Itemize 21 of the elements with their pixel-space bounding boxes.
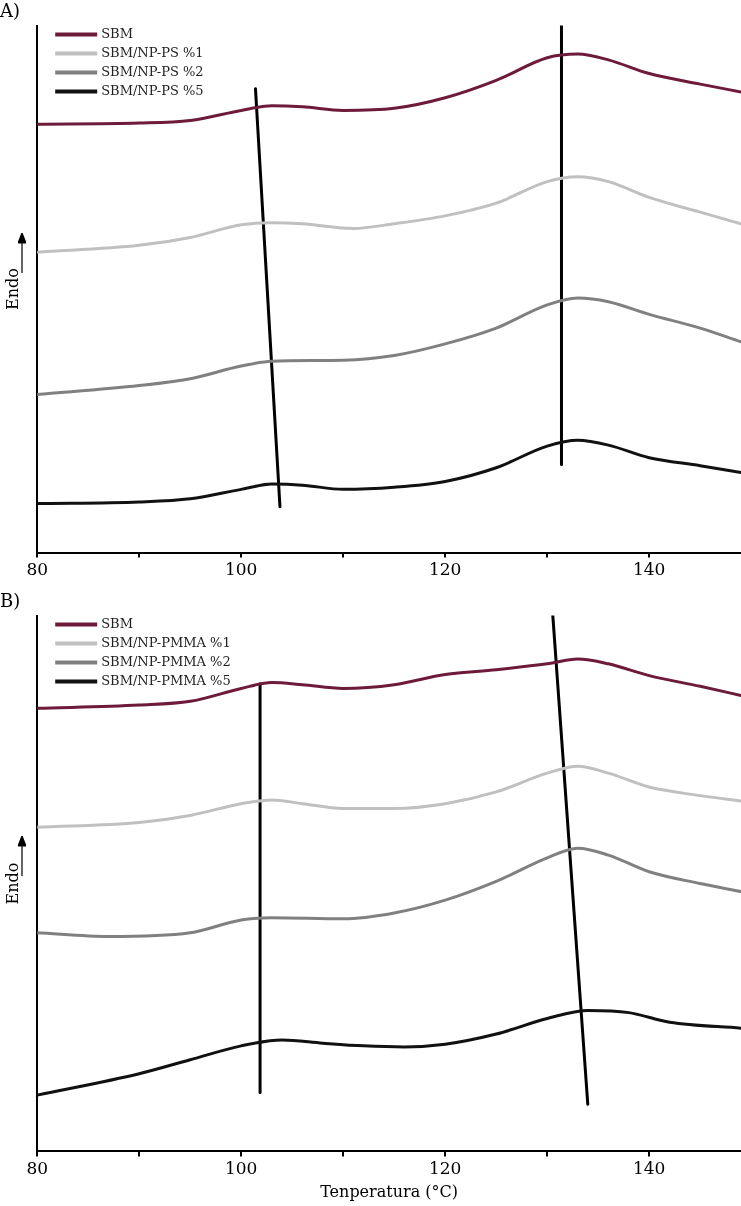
x-tick-label: 140 — [632, 559, 666, 580]
chart-title: B) — [0, 590, 21, 612]
legend-label: SBM/NP-PMMA %2 — [101, 653, 231, 669]
x-tick-label: 120 — [428, 1158, 462, 1179]
chart-title: A) — [0, 0, 21, 22]
legend-label: SBM/NP-PS %5 — [101, 82, 204, 98]
x-tick-label: 100 — [224, 1158, 258, 1179]
x-tick-label: 80 — [26, 1158, 49, 1179]
legend-label: SBM/NP-PS %2 — [101, 63, 204, 79]
x-tick-label: 80 — [26, 559, 49, 580]
x-axis-title: Tenperatura (°C) — [320, 1181, 459, 1201]
x-tick-label: 120 — [428, 559, 462, 580]
legend-label: SBM/NP-PS %1 — [101, 44, 204, 60]
x-tick-label: 100 — [224, 559, 258, 580]
legend-label: SBM/NP-PMMA %5 — [101, 672, 231, 688]
x-tick-label: 140 — [632, 1158, 666, 1179]
y-axis-title: Endo — [2, 268, 22, 311]
legend-label: SBM/NP-PMMA %1 — [101, 634, 231, 650]
legend-label: SBM — [101, 25, 133, 41]
legend-label: SBM — [101, 615, 133, 631]
y-axis-title: Endo — [2, 862, 22, 905]
